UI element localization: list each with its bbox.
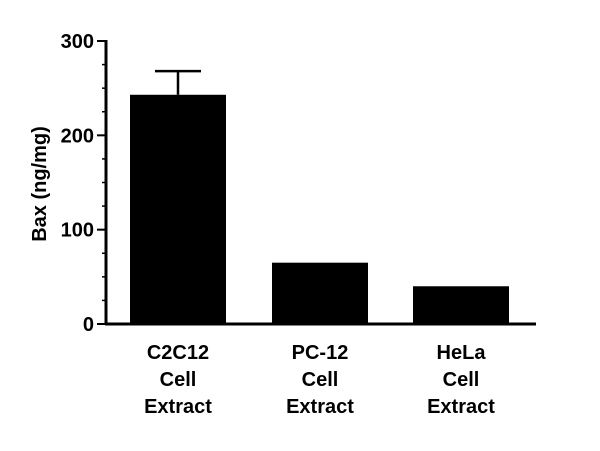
category-label: Cell (160, 369, 197, 391)
bar (272, 262, 368, 324)
error-bars (155, 69, 201, 95)
y-tick-label: 300 (61, 31, 94, 53)
bar (413, 286, 509, 324)
category-label: Cell (443, 369, 480, 391)
y-axis-title: Bax (ng/mg) (29, 126, 51, 242)
category-label: Cell (302, 369, 339, 391)
category-label: C2C12 (147, 342, 209, 364)
bars (130, 94, 509, 325)
bar (130, 94, 226, 325)
y-tick-label: 200 (61, 125, 94, 147)
category-label: Extract (427, 396, 495, 418)
category-labels: C2C12 Cell Extract PC-12 Cell Extract HeLa Cell… (144, 342, 495, 418)
category-label: Extract (144, 396, 212, 418)
y-tick-label: 0 (83, 314, 94, 336)
category-label: PC-12 (292, 342, 349, 364)
category-label: HeLa (437, 342, 487, 364)
y-tick-label: 100 (61, 220, 94, 242)
category-label: Extract (286, 396, 354, 418)
y-axis: 0 100 200 300 (61, 31, 108, 336)
